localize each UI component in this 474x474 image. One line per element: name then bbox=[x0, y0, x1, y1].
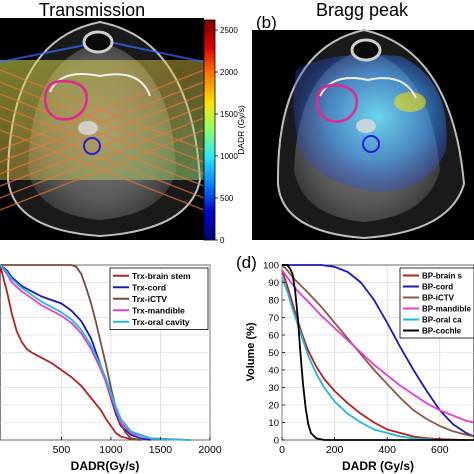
panel-d-letter: (d) bbox=[236, 253, 257, 272]
y-tick-label: 0 bbox=[274, 436, 279, 447]
panel-c-xticks: 500 1000 1500 2000 bbox=[53, 437, 222, 456]
panel-d-ylabel: Volume (%) bbox=[245, 322, 257, 381]
panel-d-xticks: 0 200 400 600 bbox=[279, 437, 449, 456]
y-tick-label: 80 bbox=[268, 296, 279, 307]
x-tick-label: 500 bbox=[53, 444, 71, 456]
y-tick-label: 60 bbox=[268, 331, 279, 342]
panel-c-lines bbox=[0, 264, 191, 441]
x-tick-label: 0 bbox=[279, 444, 285, 456]
colorbar-tick-label: 1500 bbox=[220, 110, 238, 119]
legend-label: Trx-oral cavity bbox=[132, 317, 190, 327]
legend-label: Trx-cord bbox=[132, 282, 166, 292]
panel-b-image bbox=[252, 28, 474, 240]
series-line bbox=[281, 264, 474, 438]
panel-c-plot: 500 1000 1500 2000 DADR(Gy/s) Trx-brain ste… bbox=[0, 264, 222, 473]
legend-label: Trx-iCTV bbox=[132, 294, 167, 304]
series-line bbox=[282, 264, 474, 441]
panel-d-plot: (d) 0 200 400 600 0 10 20 30 40 50 60 70 80 90 100 DA… bbox=[236, 253, 474, 473]
legend-label: BP-iCTV bbox=[422, 294, 455, 303]
colorbar-tick-label: 2500 bbox=[220, 26, 238, 35]
colorbar: 2500 2000 1500 1000 500 0 DADR (Gy/s) bbox=[203, 19, 246, 245]
legend-label: Trx-mandible bbox=[132, 305, 185, 315]
panel-d-legend: BP-brain s BP-cord BP-iCTV BP-mandible BP-or… bbox=[399, 267, 474, 339]
legend-label: BP-oral ca bbox=[422, 316, 462, 325]
panel-a-ictv-contour bbox=[43, 79, 88, 121]
colorbar-tick-label: 1000 bbox=[220, 152, 238, 161]
panel-b-cord-contour bbox=[362, 135, 380, 153]
colorbar-tick-label: 0 bbox=[220, 236, 225, 245]
panel-a-image bbox=[0, 18, 204, 240]
panel-d-lines bbox=[281, 264, 474, 441]
x-tick-label: 2000 bbox=[198, 444, 222, 456]
series-line bbox=[282, 264, 474, 438]
x-tick-label: 1000 bbox=[99, 444, 123, 456]
panel-c-xlabel: DADR(Gy/s) bbox=[71, 459, 140, 473]
panel-d-yticks: 0 10 20 30 40 50 60 70 80 90 100 bbox=[263, 261, 285, 447]
series-line bbox=[281, 270, 467, 441]
panel-b-hotspot bbox=[394, 92, 426, 112]
series-line bbox=[281, 269, 474, 424]
colorbar-bar bbox=[203, 19, 216, 241]
y-tick-label: 40 bbox=[268, 366, 279, 377]
panel-a-title: Transmission bbox=[39, 0, 145, 20]
panel-a-beam-stripes bbox=[0, 69, 204, 211]
x-tick-label: 200 bbox=[326, 444, 344, 456]
colorbar-tick-label: 500 bbox=[220, 194, 234, 203]
y-tick-label: 70 bbox=[268, 313, 279, 324]
legend-label: BP-brain s bbox=[422, 272, 463, 281]
series-line bbox=[0, 264, 191, 441]
legend-box bbox=[399, 267, 474, 339]
legend-label: BP-cochle bbox=[422, 327, 462, 336]
y-tick-label: 30 bbox=[268, 383, 279, 394]
panel-b-airway bbox=[350, 38, 382, 62]
colorbar-tick-label: 2000 bbox=[220, 68, 238, 77]
series-line bbox=[0, 264, 141, 441]
panel-b-title: Bragg peak bbox=[316, 0, 409, 20]
panel-b-ictv-contour bbox=[315, 83, 358, 123]
series-line bbox=[281, 276, 440, 441]
panel-a-cord-contour bbox=[83, 137, 101, 155]
legend-label: BP-cord bbox=[422, 283, 453, 292]
y-tick-label: 90 bbox=[268, 278, 279, 289]
series-line bbox=[0, 264, 141, 441]
panel-a-airway bbox=[82, 30, 114, 54]
panel-b-letter: (b) bbox=[256, 13, 277, 32]
legend-label: Trx-brain stem bbox=[132, 271, 191, 281]
colorbar-ticks: 2500 2000 1500 1000 500 0 bbox=[215, 26, 238, 245]
y-tick-label: 10 bbox=[268, 418, 279, 429]
x-tick-label: 600 bbox=[431, 444, 449, 456]
series-line bbox=[0, 264, 191, 441]
colorbar-label: DADR (Gy/s) bbox=[236, 105, 246, 155]
panel-d-xlabel: DADR (Gy/s) bbox=[342, 459, 414, 473]
y-tick-label: 50 bbox=[268, 348, 279, 359]
y-tick-label: 20 bbox=[268, 401, 279, 412]
x-tick-label: 400 bbox=[378, 444, 396, 456]
panel-a-vertebra bbox=[78, 121, 98, 135]
panel-b-vertebra bbox=[356, 119, 376, 133]
legend-label: BP-mandible bbox=[422, 305, 471, 314]
y-tick-label: 100 bbox=[263, 261, 279, 272]
x-tick-label: 1500 bbox=[149, 444, 173, 456]
